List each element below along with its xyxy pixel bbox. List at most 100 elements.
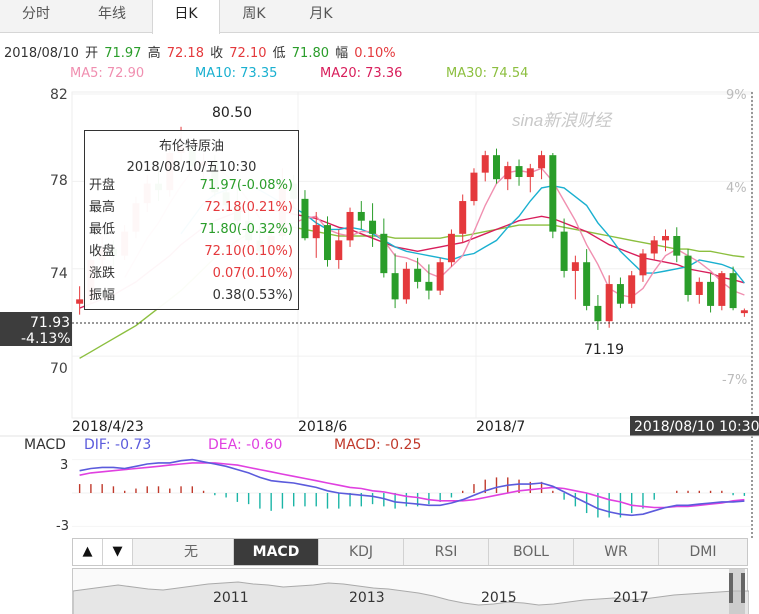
candle-body <box>594 305 602 322</box>
candle-body <box>380 233 388 274</box>
candle-body <box>346 211 354 241</box>
tooltip-row-amplitude: 振幅 0.38(0.53%) <box>85 285 298 307</box>
candle-body <box>583 262 591 306</box>
candle-body <box>628 275 636 304</box>
indicator-tab-wr[interactable]: WR <box>574 539 659 565</box>
price-tick: 78 <box>50 173 68 189</box>
price-axis: 82 78 74 70 <box>50 87 68 377</box>
macd-legend: MACD DIF: -0.73 DEA: -0.60 MACD: -0.25 <box>24 437 421 453</box>
tooltip-row-low: 最低 71.80(-0.32%) <box>85 219 298 241</box>
chart-frame <box>71 91 753 419</box>
navigator-handle-right[interactable] <box>741 573 745 603</box>
candle-body <box>447 233 455 263</box>
tooltip-label: 收盘 <box>89 244 116 259</box>
tooltip-label: 最低 <box>89 222 116 237</box>
tab-intraday[interactable]: 分时 <box>22 6 50 22</box>
tooltip-value: 72.10(0.10%) <box>204 244 293 259</box>
indicator-tab-boll[interactable]: BOLL <box>489 539 574 565</box>
percent-tick: -7% <box>722 373 747 388</box>
candle-body <box>662 236 669 241</box>
navigator-year: 2011 <box>213 590 249 606</box>
candle-body <box>414 268 422 282</box>
high-value: 72.18 <box>166 46 204 61</box>
high-annotation: 80.50 <box>212 105 252 121</box>
candle-body <box>571 262 579 271</box>
navigator-handle-left[interactable] <box>729 573 733 603</box>
tab-daily-k[interactable]: 日K <box>152 0 220 34</box>
crosshair-price-box <box>0 312 72 346</box>
candle-body <box>425 281 433 291</box>
open-label: 开 <box>85 46 99 61</box>
candle-body <box>650 240 658 254</box>
navigator-area <box>72 581 750 614</box>
percent-axis: 9% 4% -7% <box>722 88 747 388</box>
tooltip-label: 最高 <box>89 200 116 215</box>
candle-body <box>504 166 512 180</box>
macd-lines <box>79 458 745 517</box>
candle-body <box>459 201 467 234</box>
zoom-out-arrow-icon[interactable]: ▼ <box>103 539 133 565</box>
candle-body <box>515 166 523 178</box>
tooltip-label: 涨跌 <box>89 266 116 281</box>
candle-body <box>312 225 320 239</box>
price-tick: 70 <box>50 361 68 377</box>
high-label: 高 <box>147 46 161 61</box>
candle-body <box>639 253 647 276</box>
macd-histogram <box>78 477 746 518</box>
candle-body <box>729 273 737 309</box>
navigator-year: 2017 <box>613 590 649 606</box>
candle-body <box>616 284 624 304</box>
quote-summary: 2018/08/10 开 71.97 高 72.18 收 72.10 低 71.… <box>4 42 398 61</box>
zoom-in-arrow-icon[interactable]: ▲ <box>73 539 103 565</box>
tooltip-row-high: 最高 72.18(0.21%) <box>85 197 298 219</box>
crosshair-time: 2018/08/10 10:30 <box>634 419 759 435</box>
candle-body <box>369 220 377 234</box>
tooltip-value: 0.38(0.53%) <box>212 288 293 303</box>
macd-tick: 3 <box>60 458 68 473</box>
tab-yearly[interactable]: 年线 <box>98 6 126 22</box>
period-tab-bar: 分时 年线 日K 周K 月K <box>0 0 759 34</box>
indicator-tab-kdj[interactable]: KDJ <box>319 539 404 565</box>
indicator-tab-macd[interactable]: MACD <box>234 539 319 565</box>
indicator-tab-rsi[interactable]: RSI <box>404 539 489 565</box>
candle-body <box>76 299 84 304</box>
candle-body <box>549 155 557 232</box>
crosshair-price: 71.93 <box>30 315 70 331</box>
candle-body <box>324 225 331 261</box>
candle-body <box>470 172 478 202</box>
candle-body <box>560 231 568 271</box>
date-tick: 2018/4/23 <box>72 419 144 435</box>
date-tick: 2018/6 <box>298 419 347 435</box>
candle-body <box>391 273 399 300</box>
indicator-tab-none[interactable]: 无 <box>149 539 234 565</box>
dea-line <box>79 462 745 509</box>
macd-value-label: MACD: -0.25 <box>334 437 421 453</box>
macd-title: MACD <box>24 437 66 453</box>
tooltip-row-open: 开盘 71.97(-0.08%) <box>85 175 298 197</box>
tooltip-value: 72.18(0.21%) <box>204 200 293 215</box>
percent-tick: 9% <box>726 88 747 103</box>
moving-average-legend: MA5: 72.90 MA10: 73.35 MA20: 73.36 MA30:… <box>0 66 759 84</box>
dea-label: DEA: -0.60 <box>208 437 282 453</box>
tab-weekly-k[interactable]: 周K <box>242 6 266 22</box>
low-label: 低 <box>272 46 286 61</box>
range-navigator[interactable]: 2011 2013 2015 2017 <box>72 568 750 614</box>
candle-body <box>740 310 748 314</box>
indicator-tab-dmi[interactable]: DMI <box>689 544 717 560</box>
price-tick: 74 <box>50 266 68 282</box>
quote-date: 2018/08/10 <box>4 46 79 61</box>
open-value: 71.97 <box>104 46 142 61</box>
candle-body <box>357 211 365 221</box>
tooltip-row-change: 涨跌 0.07(0.10%) <box>85 263 298 285</box>
navigator-year: 2015 <box>481 590 517 606</box>
candle-body <box>673 236 681 256</box>
candle-body <box>605 284 613 322</box>
candle-body <box>707 281 715 306</box>
tooltip-time: 2018/08/10/五10:30 <box>126 160 257 175</box>
candle-body <box>526 168 534 178</box>
navigator-year: 2013 <box>349 590 385 606</box>
tab-monthly-k[interactable]: 月K <box>309 6 333 22</box>
candle-body <box>684 255 692 295</box>
tooltip-label: 开盘 <box>89 178 116 193</box>
tooltip-value: 71.97(-0.08%) <box>199 178 293 193</box>
